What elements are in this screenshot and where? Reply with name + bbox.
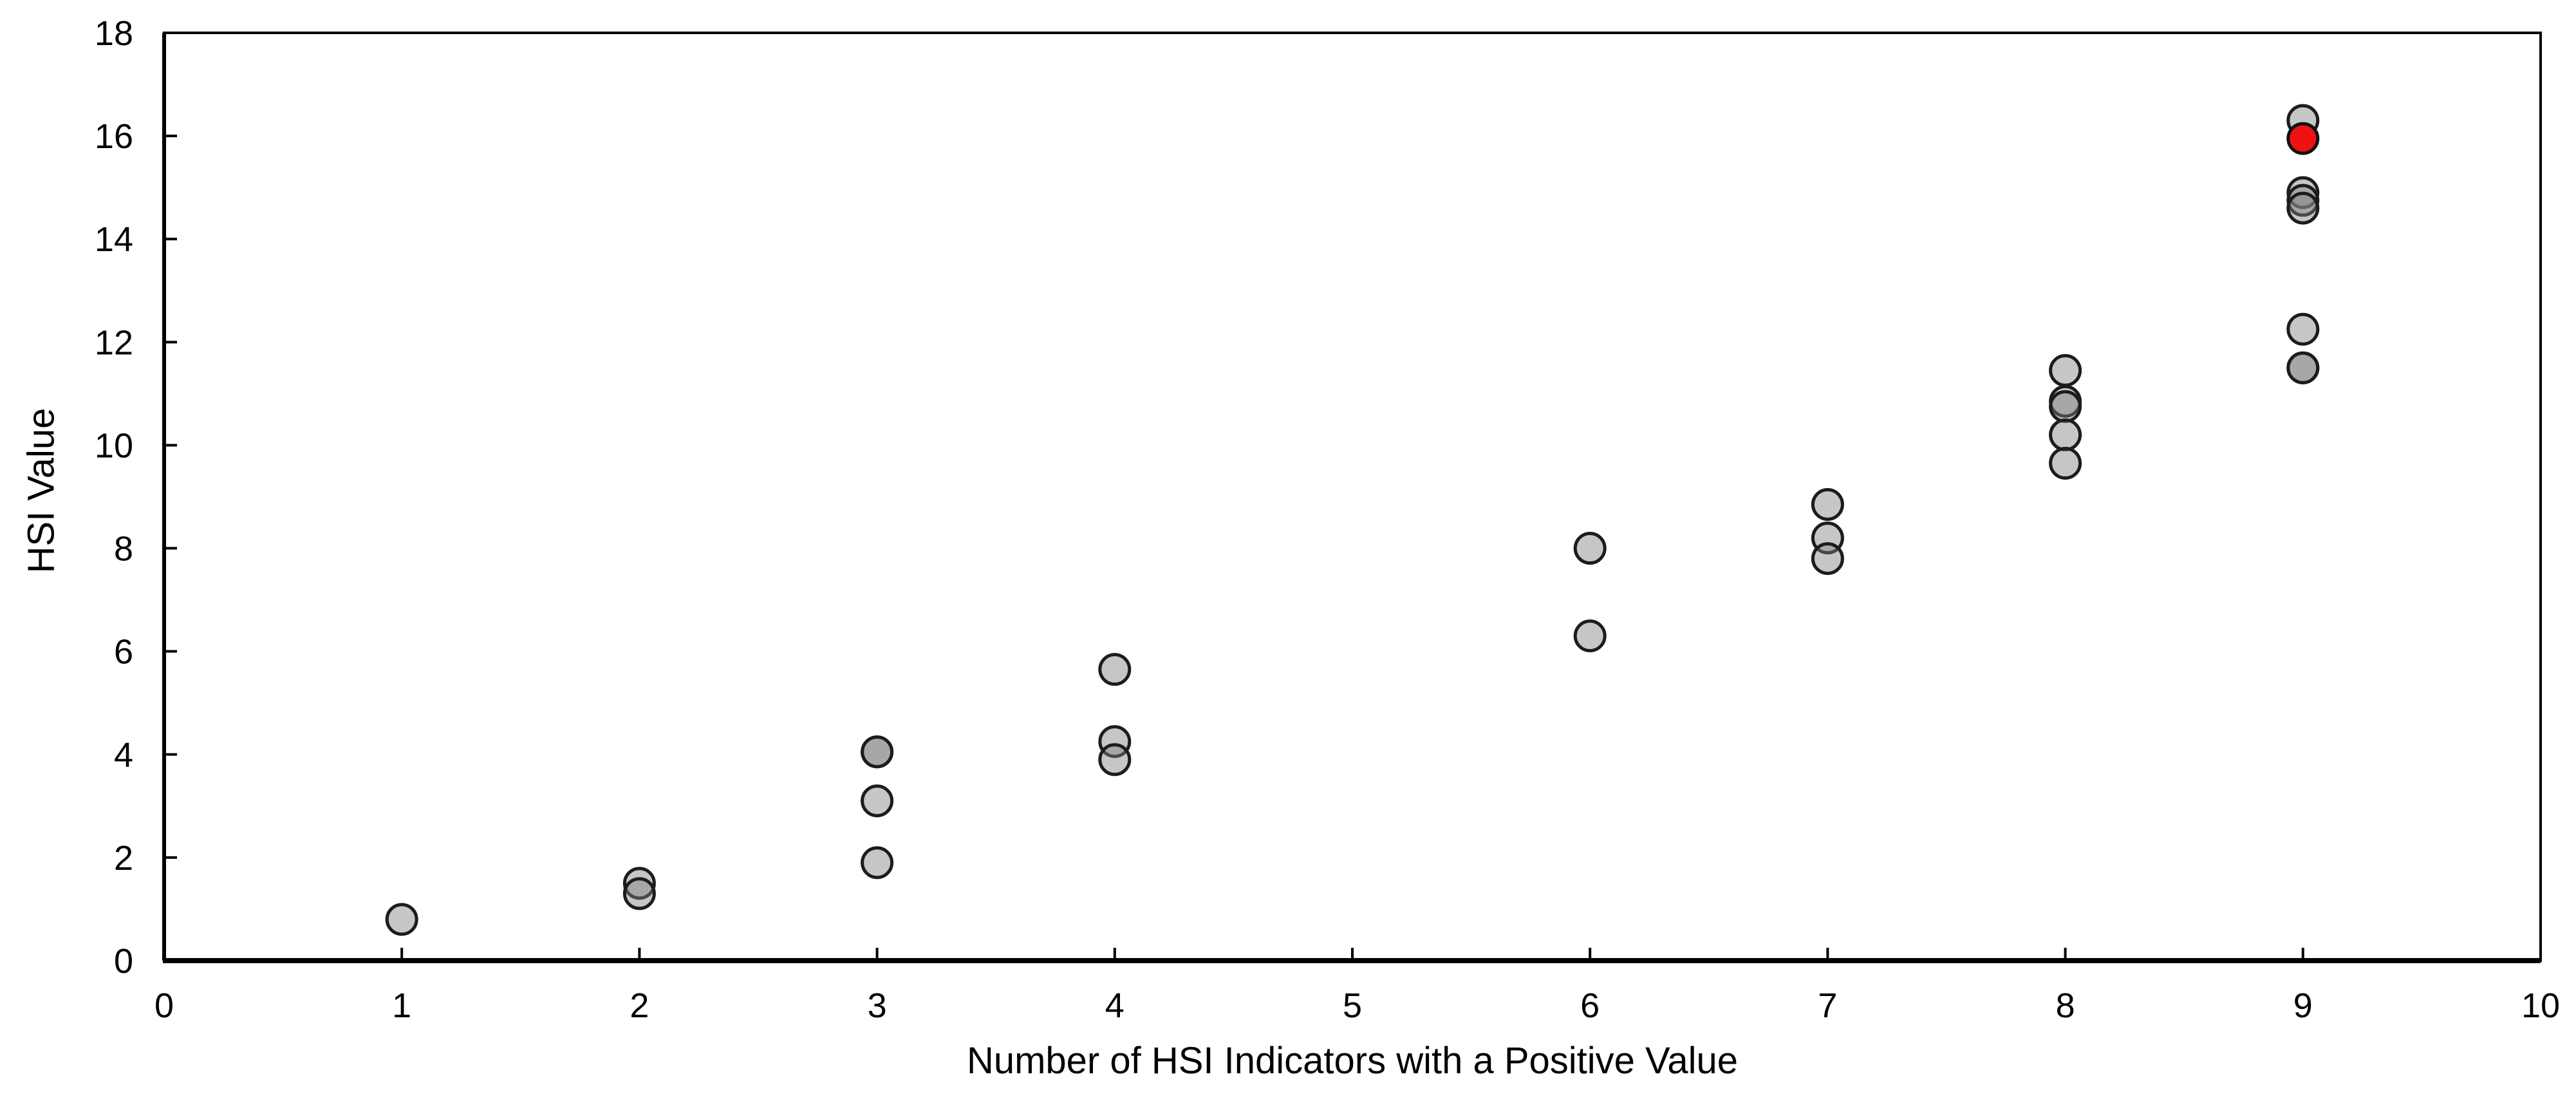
x-tick-label: 8 (2056, 986, 2075, 1025)
data-point (1811, 488, 1844, 522)
x-tick-label: 6 (1580, 986, 1600, 1025)
x-axis-title: Number of HSI Indicators with a Positive… (966, 1040, 1739, 1082)
data-point (1573, 619, 1607, 653)
data-point (385, 903, 418, 936)
data-point (861, 784, 894, 818)
x-tick-label: 2 (630, 986, 649, 1025)
data-point (2049, 390, 2082, 423)
data-point (2286, 191, 2320, 225)
x-tick-label: 4 (1105, 986, 1125, 1025)
highlighted-data-point (2286, 122, 2320, 155)
x-tick-label: 3 (868, 986, 887, 1025)
y-tick-label: 18 (95, 14, 133, 53)
y-tick-label: 0 (114, 942, 133, 981)
x-tick-label: 7 (1818, 986, 1837, 1025)
data-point (2049, 418, 2082, 451)
x-tick-label: 1 (392, 986, 411, 1025)
y-tick-label: 6 (114, 633, 133, 672)
x-tick-label: 5 (1343, 986, 1362, 1025)
y-tick-label: 16 (95, 117, 133, 156)
y-tick-label: 4 (114, 736, 133, 775)
x-tick-label: 9 (2293, 986, 2313, 1025)
data-point (2286, 312, 2320, 346)
plot-border (163, 32, 2542, 962)
y-tick-label: 12 (95, 323, 133, 362)
data-point (2286, 183, 2320, 217)
data-point (861, 735, 894, 769)
data-point (622, 867, 656, 900)
data-point (1573, 532, 1607, 565)
data-point (861, 846, 894, 880)
y-tick-label: 2 (114, 839, 133, 878)
data-point (1098, 653, 1132, 686)
y-tick-label: 14 (95, 220, 133, 259)
data-point (1098, 743, 1132, 776)
y-axis-title: HSI Value (20, 408, 62, 574)
data-point (1098, 725, 1132, 758)
data-point (2049, 353, 2082, 387)
y-tick-label: 10 (95, 426, 133, 465)
data-point (1811, 542, 1844, 576)
x-tick-label: 10 (2521, 986, 2560, 1025)
data-point (2286, 351, 2320, 384)
x-tick-label: 0 (154, 986, 174, 1025)
data-point (2049, 446, 2082, 480)
data-point (622, 877, 656, 910)
y-tick-label: 8 (114, 530, 133, 569)
